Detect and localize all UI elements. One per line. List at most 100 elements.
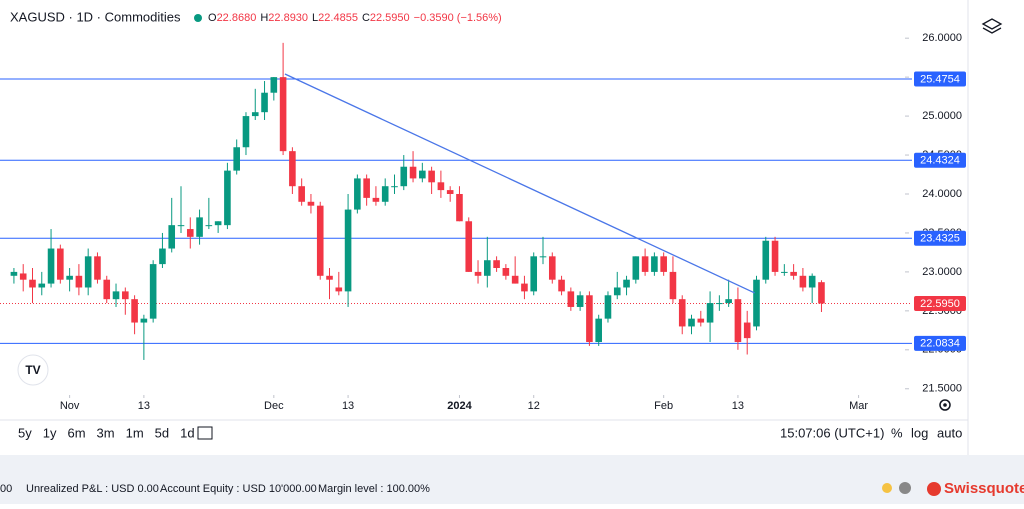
tv-logo: TV	[17, 354, 49, 386]
candle-body	[270, 77, 278, 93]
candle-body	[29, 279, 36, 288]
calendar-icon[interactable]	[197, 426, 213, 440]
candle-body	[186, 229, 194, 237]
candle-body	[316, 205, 324, 276]
candle-body	[548, 256, 556, 280]
candle-body	[586, 295, 593, 343]
range-button[interactable]: 5d	[155, 425, 169, 440]
y-tick-label: 23.0000	[922, 266, 962, 278]
candle-body	[456, 193, 463, 222]
candle-body	[623, 279, 630, 288]
candle-body	[400, 166, 408, 187]
candle-body	[261, 92, 268, 113]
ohlc-key: H	[260, 12, 268, 24]
x-tick-label: 2024	[447, 400, 472, 412]
layers-icon[interactable]	[981, 18, 1003, 34]
candle-body	[678, 299, 686, 327]
candle-body	[790, 271, 797, 276]
candle-body	[289, 151, 296, 187]
candle-body	[168, 225, 176, 249]
range-button[interactable]: 3m	[97, 425, 115, 440]
candle-body	[94, 256, 101, 280]
range-button[interactable]: 1d	[180, 425, 194, 440]
candle-body	[697, 318, 705, 323]
settings-icon[interactable]	[939, 399, 951, 411]
candle-body	[743, 322, 751, 339]
candle-body	[808, 275, 816, 288]
candle-body	[706, 303, 714, 323]
candle-body	[279, 77, 287, 152]
y-tick-label: 24.0000	[922, 188, 962, 200]
moon-icon[interactable]	[899, 482, 911, 494]
level-badge	[914, 230, 966, 246]
candle-body	[428, 170, 435, 183]
candle-body	[122, 291, 129, 300]
axis-option[interactable]: %	[891, 425, 903, 440]
x-tick-label: Dec	[264, 400, 284, 412]
candle-body	[799, 275, 807, 288]
candle-body	[669, 271, 677, 300]
level-badge	[914, 71, 966, 87]
candle-body	[725, 299, 732, 304]
equity: Account Equity : USD 10'000.00	[160, 483, 317, 495]
candle-body	[688, 318, 695, 327]
level-label: 22.0834	[920, 338, 960, 350]
range-button[interactable]: 1m	[126, 425, 144, 440]
sun-icon[interactable]	[882, 483, 892, 493]
footer-bar	[0, 455, 1024, 504]
x-tick-label: 13	[342, 400, 354, 412]
candle-body	[781, 271, 788, 273]
x-tick-label: Nov	[60, 400, 80, 412]
candle-body	[484, 260, 491, 276]
candle-body	[149, 264, 157, 319]
candle-body	[558, 279, 565, 292]
candle-body	[409, 166, 417, 179]
candle-body	[159, 248, 166, 265]
candle-body	[734, 299, 742, 343]
axis-option[interactable]: log	[911, 425, 928, 440]
candle-body	[521, 283, 528, 292]
x-tick-label: Feb	[654, 400, 673, 412]
brand-icon	[927, 482, 941, 496]
last-price-label: 22.5950	[920, 298, 960, 310]
candle-body	[660, 256, 667, 272]
candle-body	[75, 275, 83, 288]
candle-body	[391, 186, 398, 188]
candle-body	[446, 190, 454, 194]
candle-body	[84, 256, 92, 288]
candle-body	[242, 116, 250, 148]
candle-body	[576, 295, 584, 307]
y-tick-label: 26.0000	[922, 32, 962, 44]
candle-body	[613, 287, 621, 296]
candle-body	[224, 170, 231, 226]
pnl: Unrealized P&L : USD 0.00	[26, 483, 159, 495]
candle-body	[214, 221, 222, 226]
candle-body	[38, 283, 46, 288]
candle-body	[716, 303, 723, 305]
range-button[interactable]: 5y	[18, 425, 32, 440]
candle-body	[363, 178, 370, 198]
balance: 00	[0, 483, 12, 495]
candle-body	[493, 260, 500, 269]
range-button[interactable]: 6m	[67, 425, 85, 440]
candle-body	[103, 279, 111, 300]
candle-body	[474, 271, 482, 276]
x-tick-label: 13	[138, 400, 150, 412]
status-dot	[194, 14, 202, 22]
level-badge	[914, 335, 966, 351]
axis-option[interactable]: auto	[937, 425, 962, 440]
candle-body	[140, 318, 148, 323]
last-price-badge	[914, 295, 966, 311]
clock: 15:07:06 (UTC+1)	[780, 425, 884, 440]
range-button[interactable]: 1y	[43, 425, 57, 440]
candle-body	[10, 271, 18, 276]
x-tick-label: 13	[732, 400, 744, 412]
x-tick-label: Mar	[849, 400, 868, 412]
candle-body	[771, 240, 779, 272]
y-tick-label: 25.0000	[922, 110, 962, 122]
candle-body	[112, 291, 120, 300]
candle-body	[651, 256, 658, 272]
candle-body	[233, 147, 240, 171]
candle-body	[57, 248, 64, 280]
